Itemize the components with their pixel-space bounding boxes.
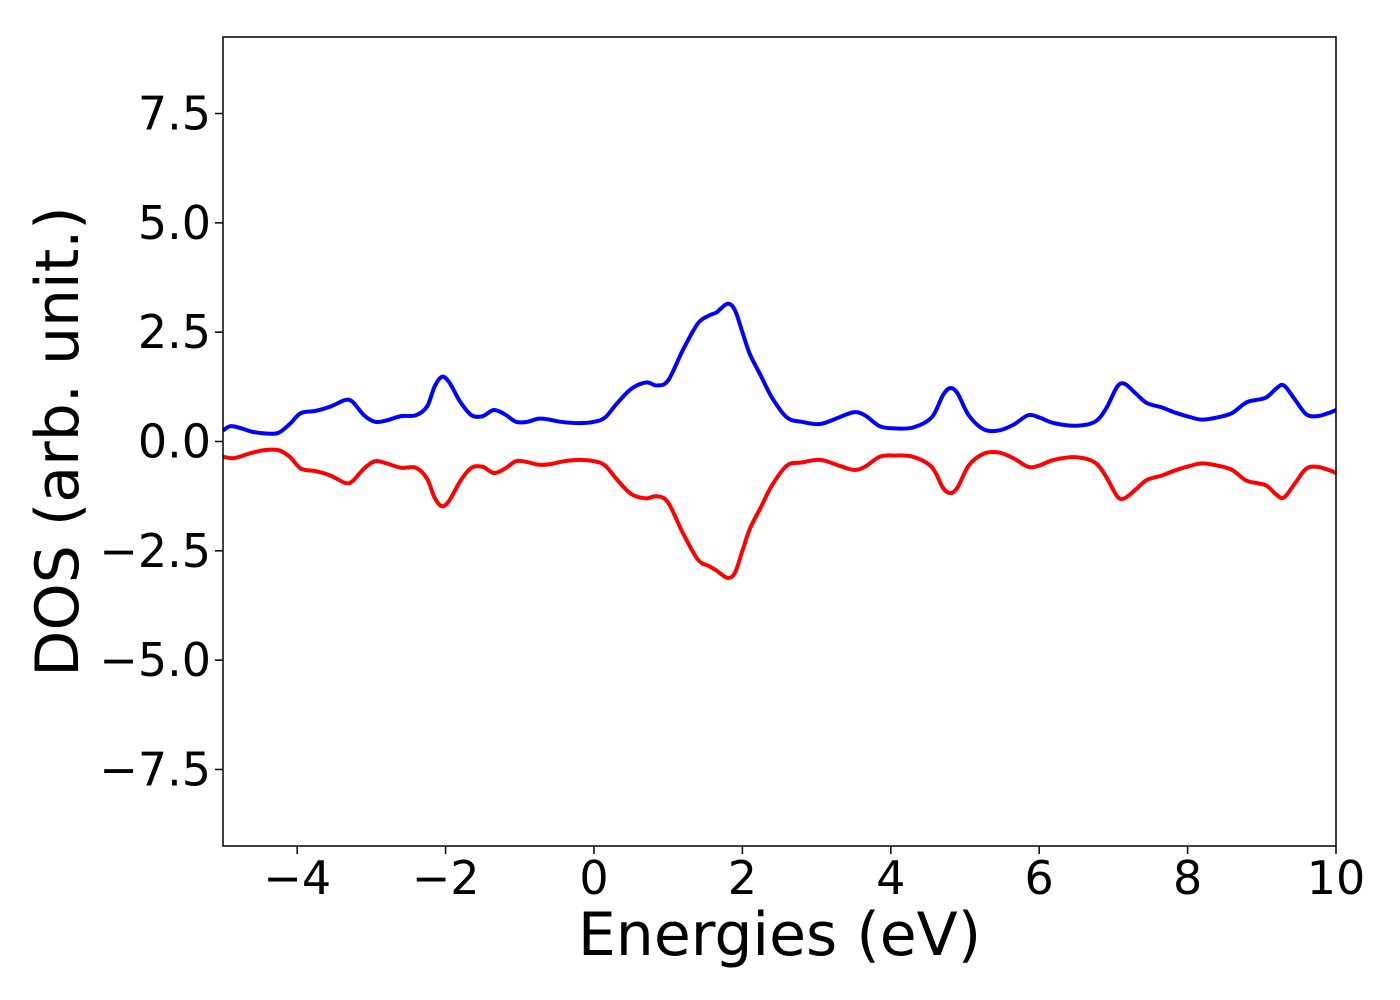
x-tick-label: 8 [1173,851,1202,905]
series-lines [221,301,1337,580]
y-tick-label: 7.5 [138,87,211,141]
y-tick-label: −2.5 [99,524,211,578]
x-tick-label: 0 [579,851,608,905]
y-tick-label: 2.5 [138,305,211,359]
series-line-spin-up [221,301,1337,436]
x-tick-label: 10 [1307,851,1366,905]
y-tick-label: 5.0 [138,196,211,250]
x-axis-title: Energies (eV) [578,900,981,970]
y-axis-title: DOS (arb. unit.) [23,206,93,676]
y-tick-label: 0.0 [138,415,211,469]
x-tick-label: −4 [263,851,331,905]
x-tick-label: 6 [1025,851,1054,905]
x-tick-label: −2 [412,851,480,905]
x-axis-ticks: −4 −2 0 2 4 6 8 10 [263,846,1365,905]
y-tick-label: −7.5 [99,742,211,796]
series-line-spin-down [222,447,1337,580]
x-tick-label: 4 [876,851,905,905]
y-axis-ticks: −7.5 −5.0 −2.5 0.0 2.5 5.0 7.5 [99,87,223,796]
x-tick-label: 2 [728,851,757,905]
y-tick-label: −5.0 [99,633,211,687]
